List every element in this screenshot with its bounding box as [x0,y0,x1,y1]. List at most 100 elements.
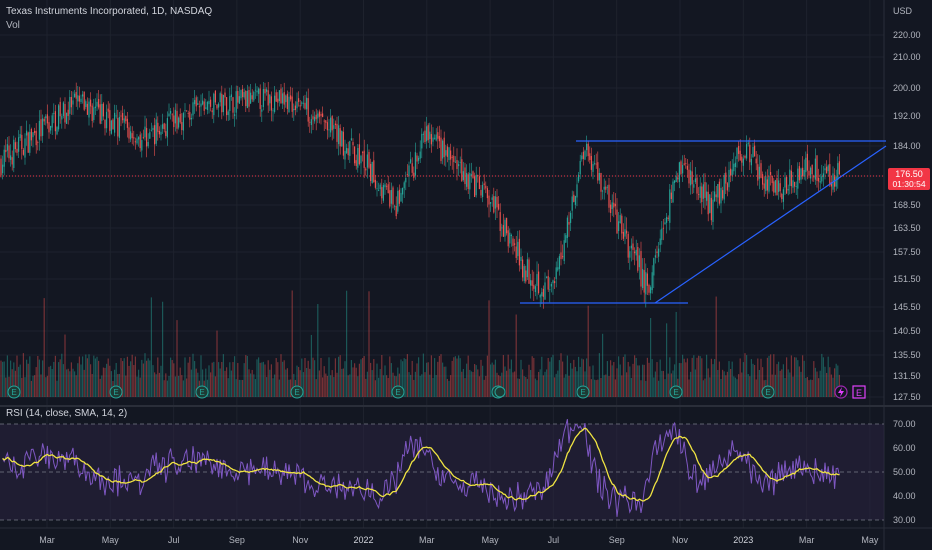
candle-body [627,233,629,258]
volume-bar [362,357,364,397]
candle-body [786,176,788,194]
volume-bar [621,375,623,397]
volume-bar [136,376,138,397]
dividend-marker[interactable] [494,386,506,398]
rsi-ma-line[interactable] [2,427,840,502]
candle-body [219,93,221,103]
volume-bar [72,368,74,397]
volume-bar [570,363,572,397]
candle-body [98,99,100,108]
candle-body [581,155,583,160]
earnings-marker[interactable] [195,385,209,399]
volume-bar [475,365,477,397]
candle-body [664,222,666,225]
candle-body [806,153,808,171]
earnings-marker[interactable] [669,385,683,399]
candle-body [251,95,253,100]
volume-bar [643,364,645,397]
volume-bar [171,360,173,397]
volume-bar [221,362,223,397]
candle-body [400,192,402,202]
candle-body [547,275,549,290]
volume-bar [299,370,301,397]
volume-bar [826,372,828,397]
candle-body [797,168,799,189]
candle-body [138,137,140,140]
candlestick-series[interactable] [0,81,840,309]
volume-bar [454,356,456,397]
candle-body [410,159,412,163]
rsi-axis[interactable]: 70.00 60.00 50.00 40.00 30.00 [893,419,916,525]
earnings-marker[interactable] [576,385,590,399]
candle-body [736,147,738,160]
earnings-marker[interactable] [7,385,21,399]
candle-body [755,158,757,164]
candle-body [16,148,18,153]
volume-bar [258,357,260,397]
earnings-marker[interactable] [109,385,123,399]
volume-bar [312,357,314,397]
volume-bar [576,371,578,397]
volume-bar [757,358,759,397]
candle-body [742,158,744,166]
candle-body [778,180,780,192]
candle-body [618,221,620,232]
volume-bar [286,368,288,397]
candle-body [8,145,10,159]
volume-bar [363,356,365,397]
volume-bar [120,358,122,397]
ascending-trendline[interactable] [654,145,887,304]
time-axis[interactable]: Mar May Jul Sep Nov 2022 Mar May Jul Sep Nov 2023 Ma… [39,535,879,545]
volume-bar [126,356,128,397]
candle-body [534,286,536,293]
candle-body [586,143,588,151]
candle-body [32,132,34,138]
volume-bar [742,362,744,397]
volume-bar [243,363,245,397]
time-tick-label: Nov [292,535,309,545]
volume-bar [323,366,325,397]
volume-bar [309,368,311,397]
candle-body [200,103,202,107]
candle-body [488,195,490,205]
candle-body [658,248,660,257]
volume-bar [429,374,431,397]
trendline-annotations[interactable] [520,140,887,304]
candle-body [747,142,749,145]
volume-bar [698,355,700,397]
earnings-marker[interactable] [391,385,405,399]
volume-bar [750,359,752,397]
volume-bar [618,356,620,397]
candle-body [630,245,632,249]
volume-bar [245,355,247,397]
volume-bar [530,369,532,397]
volume-bar [107,358,109,397]
earnings-marker[interactable] [761,385,775,399]
volume-bar [355,367,357,397]
upcoming-markers[interactable]: E [834,385,866,399]
volume-bar [149,360,151,397]
price-axis[interactable]: 220.00 210.00 200.00 192.00 184.00 168.50 163.… [893,30,921,402]
lightning-icon-glyph [838,387,844,397]
volume-bar [813,361,815,397]
candle-body [616,209,618,234]
candle-body [714,191,716,202]
candle-body [674,180,676,183]
earnings-next-marker[interactable] [852,385,866,399]
rsi-line[interactable] [2,418,840,517]
earnings-marker[interactable] [290,385,304,399]
volume-bar [59,359,61,397]
candle-body [432,137,434,142]
candle-body [702,184,704,199]
volume-bar [806,376,808,397]
candle-body [462,171,464,180]
price-tick-label: 192.00 [893,111,921,121]
candle-body [270,96,272,111]
candle-body [136,138,138,144]
candle-body [576,184,578,198]
candle-body [669,189,671,223]
candle-body [696,177,698,194]
volume-bar [720,378,722,397]
